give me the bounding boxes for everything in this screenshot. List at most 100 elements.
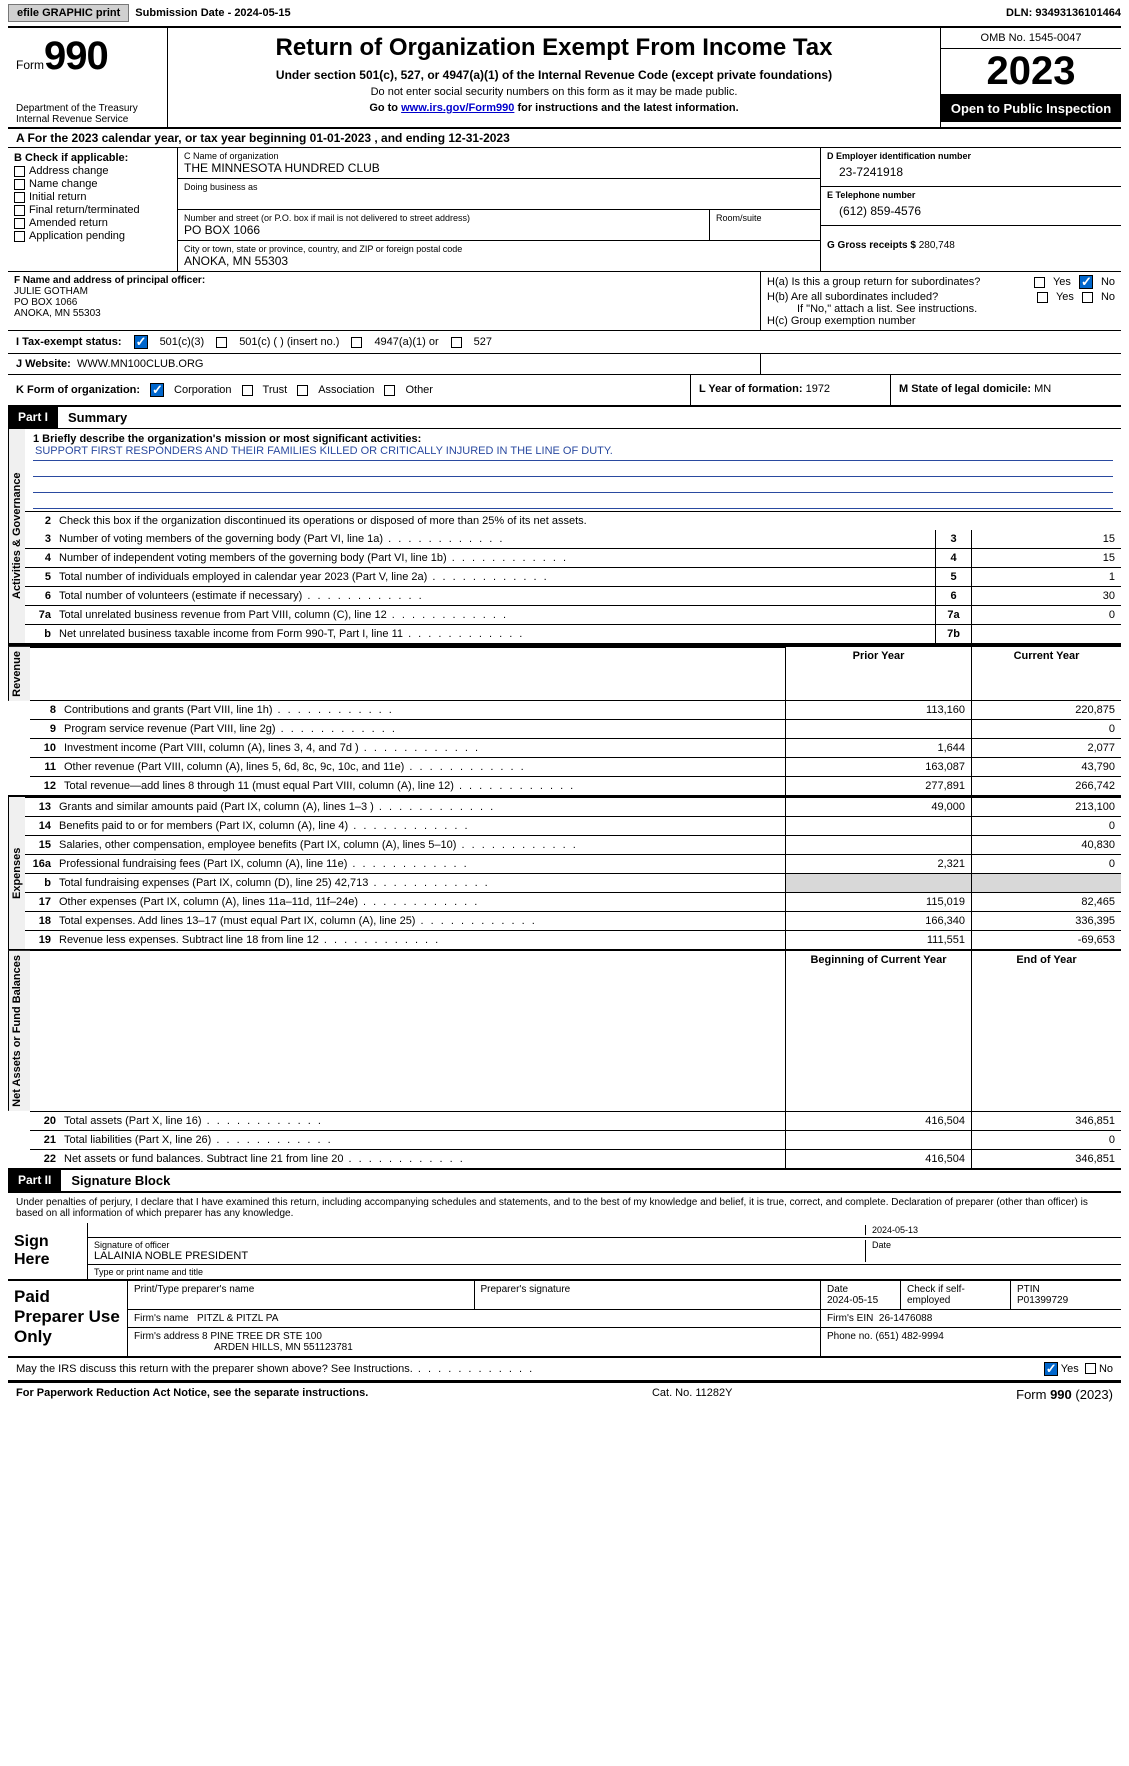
beg-val: 416,504	[785, 1150, 971, 1168]
mission-blank-1	[33, 461, 1113, 477]
dba-label: Doing business as	[184, 182, 814, 192]
line-no: 14	[25, 817, 55, 835]
current-val: 40,830	[971, 836, 1121, 854]
prior-val	[785, 817, 971, 835]
no-label: No	[1101, 276, 1115, 288]
line-text: Salaries, other compensation, employee b…	[55, 836, 785, 854]
prior-year-hdr: Prior Year	[785, 647, 971, 701]
checkbox-name-change[interactable]	[14, 179, 25, 190]
part1-header: Part I	[8, 407, 58, 428]
assoc-label: Association	[318, 384, 374, 396]
checkbox-initial-return[interactable]	[14, 192, 25, 203]
shaded-cell	[785, 874, 971, 892]
current-year-hdr: Current Year	[971, 647, 1121, 701]
ha-no-box-checked[interactable]	[1079, 275, 1093, 289]
lbl-address-change: Address change	[29, 165, 109, 177]
501c3-label: 501(c)(3)	[160, 336, 205, 348]
gross-receipts: 280,748	[919, 240, 955, 251]
end-val: 346,851	[971, 1150, 1121, 1168]
end-val: 346,851	[971, 1112, 1121, 1130]
part2-header: Part II	[8, 1170, 61, 1191]
527-box[interactable]	[451, 337, 462, 348]
line-val: 30	[971, 587, 1121, 605]
form-title-block: Return of Organization Exempt From Incom…	[168, 28, 941, 127]
assoc-box[interactable]	[297, 385, 308, 396]
box-b: B Check if applicable: Address change Na…	[8, 148, 178, 271]
ptin: P01399729	[1017, 1295, 1068, 1306]
line-text: Number of independent voting members of …	[55, 549, 935, 567]
hb-no-box[interactable]	[1082, 292, 1093, 303]
4947-box[interactable]	[351, 337, 362, 348]
line-text: Total fundraising expenses (Part IX, col…	[55, 874, 785, 892]
527-label: 527	[474, 336, 492, 348]
efile-print-button[interactable]: efile GRAPHIC print	[8, 4, 129, 22]
officer-box: F Name and address of principal officer:…	[8, 272, 761, 330]
discuss-no[interactable]	[1085, 1363, 1096, 1374]
line-text: Revenue less expenses. Subtract line 18 …	[55, 931, 785, 949]
instructions-link[interactable]: www.irs.gov/Form990	[401, 102, 514, 114]
current-val: 0	[971, 720, 1121, 738]
org-name-label: C Name of organization	[184, 151, 814, 161]
prior-val: 2,321	[785, 855, 971, 873]
checkbox-address-change[interactable]	[14, 166, 25, 177]
line-val: 15	[971, 549, 1121, 567]
discuss-yes-checked[interactable]	[1044, 1362, 1058, 1376]
line-no: 19	[25, 931, 55, 949]
mission-blank-2	[33, 477, 1113, 493]
corp-box-checked[interactable]	[150, 383, 164, 397]
line-no: b	[25, 625, 55, 643]
current-val: 0	[971, 817, 1121, 835]
firm-addr1: 8 PINE TREE DR STE 100	[202, 1331, 322, 1342]
mission-answer: SUPPORT FIRST RESPONDERS AND THEIR FAMIL…	[33, 445, 1113, 461]
beg-val	[785, 1131, 971, 1149]
line-no: 20	[30, 1112, 60, 1130]
year-block: OMB No. 1545-0047 2023 Open to Public In…	[941, 28, 1121, 127]
part2-title: Signature Block	[61, 1170, 180, 1191]
trust-box[interactable]	[242, 385, 253, 396]
goto-post: for instructions and the latest informat…	[514, 102, 738, 114]
current-val: 213,100	[971, 798, 1121, 816]
firm-addr-label: Firm's address	[134, 1331, 199, 1342]
line-no: 4	[25, 549, 55, 567]
exp-tab: Expenses	[8, 797, 25, 949]
form-number: 990	[44, 34, 108, 78]
ha-yes-box[interactable]	[1034, 277, 1045, 288]
hb-yes-box[interactable]	[1037, 292, 1048, 303]
checkbox-app-pending[interactable]	[14, 231, 25, 242]
ha-label: H(a) Is this a group return for subordin…	[767, 276, 1026, 288]
prior-val	[785, 836, 971, 854]
no-label-2: No	[1101, 291, 1115, 303]
firm-ein-label: Firm's EIN	[827, 1313, 873, 1324]
line-no: 9	[30, 720, 60, 738]
line-no: 11	[30, 758, 60, 776]
line-text: Total unrelated business revenue from Pa…	[55, 606, 935, 624]
org-name: THE MINNESOTA HUNDRED CLUB	[184, 161, 814, 175]
checkbox-amended[interactable]	[14, 218, 25, 229]
line-box: 7b	[935, 625, 971, 643]
line-val	[971, 625, 1121, 643]
line-val: 15	[971, 530, 1121, 548]
line-box: 6	[935, 587, 971, 605]
year-formation: 1972	[806, 383, 830, 395]
501c3-box-checked[interactable]	[134, 335, 148, 349]
officer-addr2: ANOKA, MN 55303	[14, 308, 754, 319]
city-label: City or town, state or province, country…	[184, 244, 814, 254]
gov-tab: Activities & Governance	[8, 429, 25, 643]
other-box[interactable]	[384, 385, 395, 396]
form-subtitle-2: Do not enter social security numbers on …	[178, 86, 930, 98]
line-no: 15	[25, 836, 55, 854]
prep-sig-hdr: Preparer's signature	[475, 1281, 822, 1309]
line-text: Benefits paid to or for members (Part IX…	[55, 817, 785, 835]
phone: (612) 859-4576	[827, 200, 1115, 222]
line-no: 6	[25, 587, 55, 605]
firm-phone: (651) 482-9994	[875, 1331, 943, 1342]
checkbox-final-return[interactable]	[14, 205, 25, 216]
line-val: 1	[971, 568, 1121, 586]
line-no: 8	[30, 701, 60, 719]
trust-label: Trust	[263, 384, 288, 396]
line-no: 16a	[25, 855, 55, 873]
officer-label: F Name and address of principal officer:	[14, 275, 754, 286]
501c-box[interactable]	[216, 337, 227, 348]
prior-val: 1,644	[785, 739, 971, 757]
line-no: 3	[25, 530, 55, 548]
